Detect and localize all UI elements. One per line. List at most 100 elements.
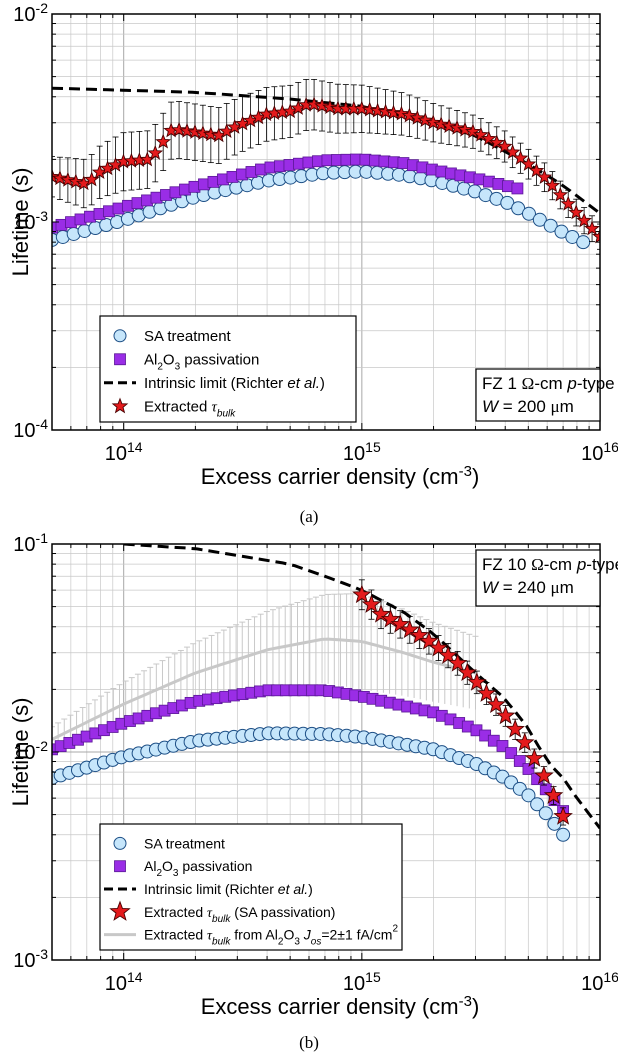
y-tick-label: 10-1​ xyxy=(13,530,48,556)
al2o3-point xyxy=(522,763,535,775)
sa-point xyxy=(576,235,591,250)
al2o3-point xyxy=(511,182,524,195)
al2o3-point xyxy=(505,747,518,759)
star-point xyxy=(425,114,442,130)
x-tick-label: 1015​ xyxy=(343,439,381,465)
star-point xyxy=(495,705,516,725)
series-sa xyxy=(52,164,591,250)
star-point xyxy=(449,119,465,135)
legend: SA treatment Al2​O3​ passivation Intrinsic… xyxy=(99,823,403,951)
star-point xyxy=(505,719,525,738)
star-point xyxy=(467,672,487,691)
star-point xyxy=(465,123,481,139)
y-tick-label: 10-2​ xyxy=(13,0,48,26)
intrinsic-limit-line xyxy=(52,86,600,215)
star-point xyxy=(361,101,378,117)
sa-point xyxy=(532,212,547,227)
star-point xyxy=(457,662,478,682)
star-point xyxy=(543,785,564,804)
panel-label: (b) xyxy=(299,1033,319,1052)
legend-sa-marker xyxy=(113,836,127,850)
sa-point xyxy=(543,218,558,233)
x-tick-label: 1014​ xyxy=(105,439,143,465)
star-point xyxy=(419,631,439,650)
star-point xyxy=(352,584,372,604)
star-point xyxy=(514,732,535,751)
y-tick-label: 10-2​ xyxy=(13,738,48,764)
star-point xyxy=(512,149,529,165)
legend-star-marker xyxy=(109,900,131,921)
panel-label: (a) xyxy=(300,507,319,526)
star-point xyxy=(52,170,68,186)
star-point xyxy=(553,806,573,825)
star-point xyxy=(409,625,430,644)
star-point xyxy=(528,162,545,178)
annotation-line: W = 200 μm xyxy=(482,397,574,416)
star-point xyxy=(390,614,410,633)
legend-al2o3-marker xyxy=(114,860,126,873)
annotation-line: FZ 1 Ω-cm p-type xyxy=(482,374,615,393)
al2o3-point xyxy=(496,740,509,752)
y-tick-label: 10-4​ xyxy=(13,416,48,442)
x-axis-label: Excess carrier density (cm-3​) xyxy=(201,463,480,489)
star-point xyxy=(195,125,211,141)
star-point xyxy=(361,594,382,613)
star-point xyxy=(428,637,449,657)
series-al xyxy=(52,684,570,817)
star-point xyxy=(417,112,434,128)
star-point xyxy=(584,220,600,236)
chart-panel-a: 1014​ 1015​ 1016​ 10-4​ 10-3​ 10-2​ Excess car… xyxy=(8,0,618,526)
chart-panel-b: 1014​ 1015​ 1016​ 10-3​ 10-2​ 10-1​ Excess car… xyxy=(8,530,618,1052)
al2o3-point xyxy=(539,783,552,796)
star-point xyxy=(560,195,577,211)
al2o3-point xyxy=(513,755,526,767)
annotation-line: W = 240 μm xyxy=(482,578,574,597)
legend-label: SA treatment xyxy=(144,328,232,345)
legend-box xyxy=(99,823,403,951)
sample-annotation: FZ 1 Ω-cm p-type W = 200 μm xyxy=(475,368,615,422)
star-point xyxy=(534,765,554,785)
legend-box xyxy=(99,315,357,423)
star-point xyxy=(433,116,450,132)
x-tick-label: 1016​ xyxy=(581,969,618,995)
star-point xyxy=(438,645,458,664)
y-axis-label: Lifetime (s) xyxy=(8,168,33,277)
star-point xyxy=(393,105,410,121)
annotation-box xyxy=(475,549,601,607)
legend-label: SA treatment xyxy=(144,835,225,851)
star-point xyxy=(409,109,426,125)
star-point xyxy=(568,204,585,220)
plot-area xyxy=(52,544,600,842)
star-point xyxy=(179,122,195,138)
star-point xyxy=(377,103,394,119)
x-axis-label: Excess carrier density (cm-3​) xyxy=(201,993,480,1019)
star-point xyxy=(314,97,330,113)
star-point xyxy=(353,100,370,116)
star-point xyxy=(447,653,468,672)
star-point xyxy=(380,608,401,628)
star-point xyxy=(552,186,569,202)
series-sa xyxy=(52,726,571,842)
star-point xyxy=(504,144,521,159)
sa-point xyxy=(556,827,571,842)
star-point xyxy=(306,96,322,112)
star-point xyxy=(155,133,172,149)
star-point xyxy=(60,171,76,187)
star-point xyxy=(524,748,545,767)
star-point xyxy=(171,121,187,137)
star-point xyxy=(147,144,164,160)
legend-label: Intrinsic limit (Richter et al.) xyxy=(144,881,313,897)
x-tick-label: 1016​ xyxy=(581,439,618,465)
series-star xyxy=(352,579,573,826)
series-al xyxy=(52,153,524,234)
annotation-box xyxy=(475,368,601,422)
star-point xyxy=(592,228,600,244)
star-point xyxy=(488,134,505,150)
legend-al2o3-marker xyxy=(114,353,126,366)
star-point xyxy=(520,155,537,171)
star-point xyxy=(371,604,391,623)
star-point xyxy=(385,104,402,120)
legend-label: Al2​O3​ passivation xyxy=(144,858,252,879)
star-point xyxy=(399,619,420,639)
star-point xyxy=(457,121,473,137)
